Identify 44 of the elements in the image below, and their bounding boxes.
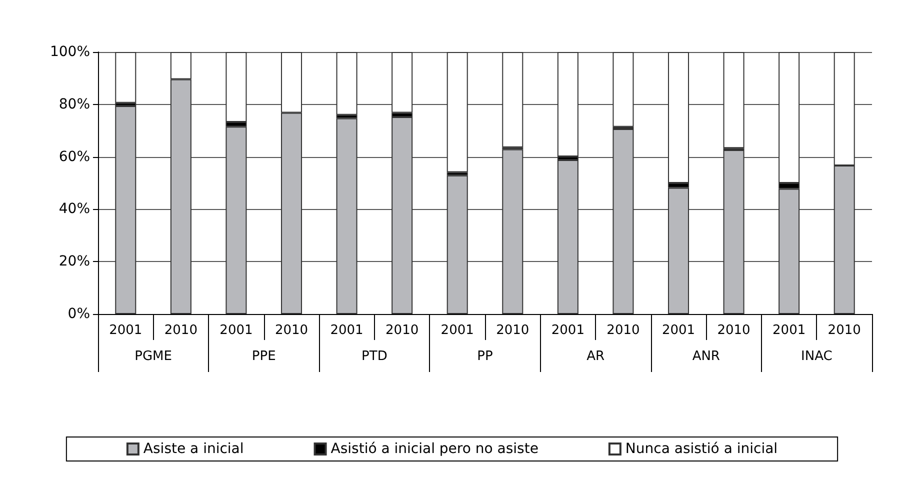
- x-tick-label: 2001: [662, 323, 696, 338]
- text: ANR: [692, 349, 720, 364]
- bar: [336, 118, 358, 314]
- x-tick-label: 2010: [274, 323, 308, 338]
- y-tick-label: 20%: [58, 254, 90, 270]
- bar: [557, 52, 578, 157]
- bar: [612, 52, 634, 127]
- y-tick-label: 40%: [58, 201, 90, 218]
- y-tick-label: 0%: [68, 306, 90, 322]
- x-tick-label: 2010: [386, 323, 419, 338]
- bar: [557, 160, 578, 314]
- y-tick-label: 80%: [58, 96, 90, 112]
- bar: [446, 175, 468, 314]
- legend-label: Asistió a inicial pero no asiste: [330, 441, 538, 457]
- legend-label: Asiste a inicial: [143, 441, 244, 457]
- text: INAC: [801, 349, 832, 364]
- bar: [115, 52, 136, 103]
- text: PTD: [362, 349, 388, 364]
- bar: [723, 52, 744, 148]
- x-tick-label: 2001: [440, 323, 474, 338]
- legend-label: Nunca asistió a inicial: [625, 441, 778, 457]
- x-tick-label: 2001: [330, 323, 364, 338]
- text: AR: [586, 349, 605, 364]
- x-tick-label: 2010: [828, 323, 861, 338]
- x-tick-label: 2010: [164, 323, 198, 338]
- bar: [392, 52, 413, 113]
- y-tick-label: 60%: [58, 148, 90, 165]
- x-tick-label: 2010: [496, 323, 530, 338]
- x-tick-label: 2010: [606, 323, 640, 338]
- x-tick-label: 2001: [220, 323, 253, 338]
- text: PGME: [134, 349, 172, 364]
- x-tick-label: 2001: [109, 323, 142, 338]
- bar: [115, 106, 136, 314]
- x-tick-label: 2001: [772, 323, 806, 338]
- bar: [392, 116, 413, 314]
- bar: [336, 52, 358, 115]
- text: PPE: [252, 349, 276, 364]
- bar: [446, 52, 468, 172]
- x-tick-label: 2001: [551, 323, 584, 338]
- text: PP: [477, 349, 493, 364]
- bar: [612, 129, 634, 314]
- x-tick-label: 2010: [717, 323, 750, 338]
- bar: [723, 150, 744, 314]
- y-tick-label: 100%: [50, 44, 90, 60]
